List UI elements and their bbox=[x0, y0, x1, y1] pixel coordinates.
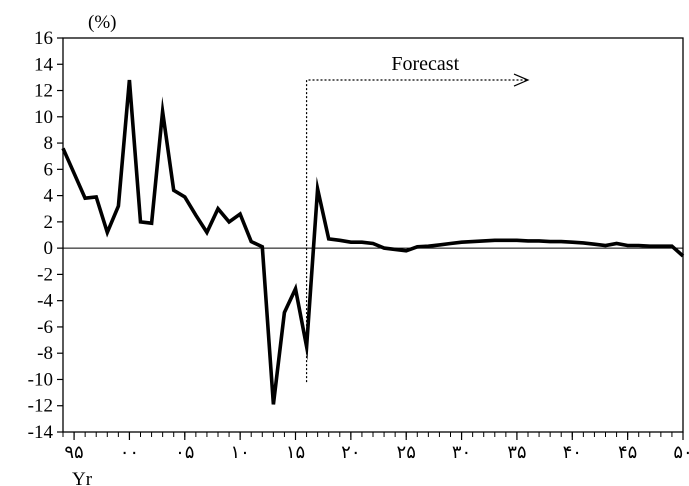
x-tick-label: ۹۵ bbox=[64, 442, 83, 463]
x-tick-label: ۱۰ bbox=[230, 442, 249, 463]
y-tick-label: 6 bbox=[44, 159, 54, 180]
y-tick-label: 0 bbox=[44, 238, 54, 259]
y-tick-label: -2 bbox=[37, 264, 53, 285]
forecast-bracket bbox=[305, 79, 528, 383]
x-tick-label: ۰۰ bbox=[120, 442, 139, 463]
y-tick-label: -6 bbox=[37, 317, 53, 338]
plot-frame bbox=[62, 37, 684, 433]
x-tick-label: ۴۵ bbox=[618, 442, 637, 463]
y-tick-label: 8 bbox=[44, 133, 54, 154]
y-tick-label: -4 bbox=[37, 291, 53, 312]
y-tick-label: -10 bbox=[28, 369, 53, 390]
axes: 16 14 12 10 8 6 4 2 0 -2 -4 -6 -8 -10 -12 -14 ۹۵ ۰۰ ۰۵ ۱۰ ۱۵… bbox=[28, 28, 689, 463]
x-tick-label: ۳۰ bbox=[452, 442, 471, 463]
series-group bbox=[61, 79, 685, 405]
x-tick-label: ۱۵ bbox=[286, 442, 305, 463]
y-tick-label: 14 bbox=[34, 54, 54, 75]
x-tick-label: ۲۰ bbox=[341, 442, 360, 463]
y-tick-label: 16 bbox=[34, 28, 53, 49]
x-tick-label: ۳۵ bbox=[507, 442, 526, 463]
y-tick-label: -14 bbox=[28, 422, 54, 443]
x-tick-label: ۴۰ bbox=[563, 442, 582, 463]
y-tick-label: 4 bbox=[44, 186, 54, 207]
x-tick-label: ۰۵ bbox=[175, 442, 194, 463]
forecast-annotation: Forecast bbox=[305, 53, 530, 383]
x-axis-label: Yr bbox=[72, 469, 93, 486]
x-tick-label: ۵۰ bbox=[673, 442, 689, 463]
forecast-label: Forecast bbox=[391, 53, 459, 75]
forecast-arrowhead bbox=[513, 73, 530, 87]
y-tick-label: 12 bbox=[34, 81, 53, 102]
y-tick-label: -12 bbox=[28, 396, 53, 417]
y-unit-label: (%) bbox=[88, 12, 116, 33]
y-tick-label: 10 bbox=[34, 107, 53, 128]
y-tick-label: -8 bbox=[37, 343, 53, 364]
series-line bbox=[61, 79, 685, 405]
x-tick-label: ۲۵ bbox=[397, 442, 416, 463]
y-tick-label: 2 bbox=[44, 212, 54, 233]
